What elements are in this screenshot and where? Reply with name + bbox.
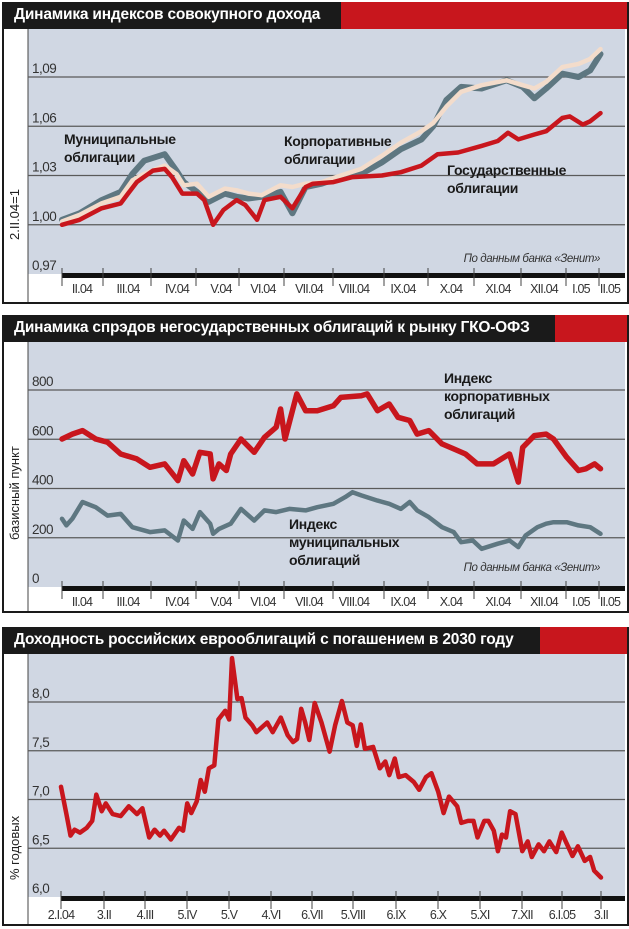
x-tick-label: 5.IV	[177, 908, 197, 922]
series-annotation: Индекс	[444, 370, 493, 386]
y-tick-label: 7,0	[32, 784, 49, 799]
x-tick-label: XI.04	[485, 282, 511, 296]
y-tick-label: 200	[32, 522, 53, 537]
y-tick-label: 0,97	[32, 258, 56, 273]
x-tick-label: V.04	[210, 282, 232, 296]
chart-3: 6,0 6,5 7,0 7,5 8,0 2.I.04 3.II 4.III 5.IV 5.V 4.V…	[7, 654, 625, 924]
x-axis-bar	[62, 586, 625, 591]
x-tick-label: II.04	[72, 282, 93, 296]
x-axis-bar	[62, 273, 625, 278]
series-line-red	[59, 391, 604, 485]
series-line-red	[59, 110, 603, 228]
series-annotation: корпоративных	[444, 388, 550, 404]
series-annotation: Государственные	[447, 162, 567, 178]
x-tick-label: VIII.04	[339, 595, 370, 609]
x-tick-label: II.05	[600, 282, 621, 296]
x-tick-label: II.05	[600, 595, 621, 609]
x-tick-label: 5.XI	[470, 908, 489, 922]
y-axis-label: % годовых	[7, 815, 22, 880]
x-tick-label: IX.04	[390, 282, 416, 296]
y-axis-label: 2.II.04=1	[7, 189, 22, 240]
x-tick-label: I.05	[572, 595, 590, 609]
x-tick-label: III.04	[117, 282, 141, 296]
plot-area	[28, 29, 625, 274]
x-tick-label: V.04	[210, 595, 232, 609]
x-tick-label: IX.04	[390, 595, 416, 609]
x-tick-label: VII.04	[295, 282, 324, 296]
x-tick-label: VII.04	[295, 595, 324, 609]
x-tick-label: X.04	[440, 282, 463, 296]
x-tick-label: 6.IX	[386, 908, 406, 922]
y-tick-label: 800	[32, 374, 53, 389]
x-tick-label: IV.04	[165, 282, 190, 296]
series-line-red	[58, 655, 604, 880]
x-axis-bar	[61, 896, 625, 901]
y-tick-label: 600	[32, 423, 53, 438]
series-annotation: муниципальных	[289, 534, 400, 550]
chart-1: 0,97 1,00 1,03 1,06 1,09 II.04 III.04 IV.04 V.04…	[7, 29, 625, 302]
chart-title-bar: Доходность российских еврооблигаций с по…	[2, 627, 540, 654]
series-annotation: Индекс	[289, 516, 338, 532]
y-tick-label: 400	[32, 473, 53, 488]
series-annotation: облигации	[447, 180, 518, 196]
x-tick-label: 2.I.04	[48, 908, 75, 922]
y-tick-label: 1,00	[32, 209, 56, 224]
x-tick-label: 4.VI	[261, 908, 280, 922]
x-tick-label: 4.III	[137, 908, 154, 922]
y-tick-label: 6,5	[32, 832, 49, 847]
series-annotation: Корпоративные	[284, 133, 392, 149]
title-accent-bar	[555, 315, 627, 342]
plot-area	[28, 342, 625, 587]
chart-title-bar: Динамика индексов совокупного дохода	[2, 2, 341, 29]
series-line-gray	[59, 489, 603, 552]
chart-title: Динамика спрэдов негосударственных облиг…	[14, 319, 530, 336]
x-tick-label: XII.04	[530, 282, 559, 296]
series-annotation: Муниципальные	[64, 131, 176, 147]
y-tick-label: 1,06	[32, 110, 56, 125]
source-note: По данным банка «Зенит»	[464, 253, 600, 265]
x-tick-label: 6.I.05	[549, 908, 576, 922]
plot-area	[28, 654, 625, 897]
x-tick-label: VIII.04	[339, 282, 370, 296]
x-tick-label: 3.II	[594, 908, 608, 922]
y-axis-label: базисный пункт	[7, 446, 22, 540]
x-tick-label: 6.VII	[301, 908, 323, 922]
series-annotation: облигации	[284, 151, 355, 167]
y-tick-label: 0	[32, 571, 39, 586]
y-tick-label: 6,0	[32, 881, 49, 896]
series-annotation: облигаций	[444, 406, 515, 422]
series-annotation: облигаций	[289, 552, 360, 568]
x-tick-label: XI.04	[485, 595, 511, 609]
y-tick-label: 7,5	[32, 735, 49, 750]
x-tick-label: 6.X	[430, 908, 448, 922]
x-tick-label: 5.VIII	[341, 908, 366, 922]
chart-title-bar: Динамика спрэдов негосударственных облиг…	[2, 315, 555, 342]
x-tick-label: III.04	[117, 595, 141, 609]
x-tick-label: IV.04	[165, 595, 190, 609]
x-tick-label: 3.II	[97, 908, 111, 922]
y-tick-label: 1,09	[32, 61, 56, 76]
y-tick-label: 1,03	[32, 160, 56, 175]
x-tick-label: I.05	[572, 282, 590, 296]
x-tick-label: XII.04	[530, 595, 559, 609]
x-tick-label: X.04	[440, 595, 463, 609]
title-accent-bar	[341, 2, 627, 29]
x-tick-label: VI.04	[250, 595, 276, 609]
x-tick-label: II.04	[72, 595, 93, 609]
chart-2: 0 200 400 600 800 II.04 III.04 IV.04 V.04 VI.04 VI…	[7, 342, 625, 611]
x-tick-label: VI.04	[250, 282, 276, 296]
series-annotation: облигации	[64, 149, 135, 165]
chart-title: Динамика индексов совокупного дохода	[14, 6, 321, 23]
title-accent-bar	[540, 627, 627, 654]
chart-title: Доходность российских еврооблигаций с по…	[14, 631, 514, 648]
y-tick-label: 8,0	[32, 686, 49, 701]
x-tick-label: 7.XII	[511, 908, 533, 922]
x-tick-label: 5.V	[221, 908, 239, 922]
source-note: По данным банка «Зенит»	[464, 562, 600, 574]
